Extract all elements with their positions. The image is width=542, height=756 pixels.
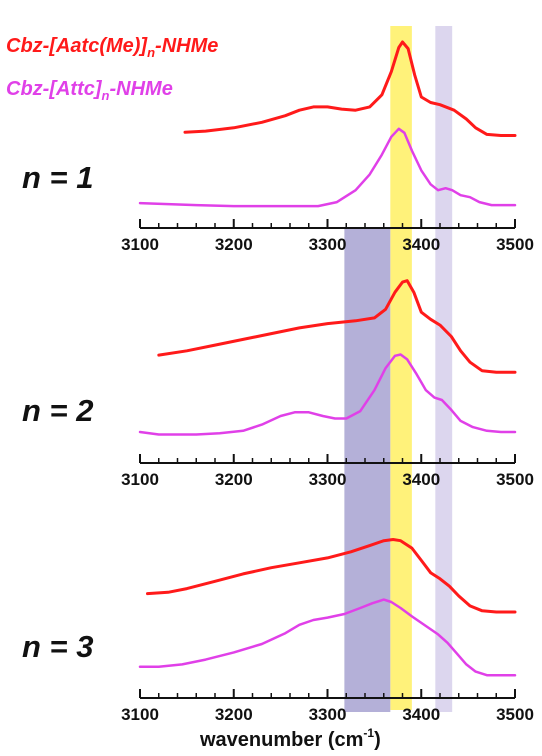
x-axis-title-pre: wavenumber (cm [200,729,364,751]
legend-series-1-sub: n [147,45,156,60]
panel-1: 3100 3200 3300 3400 3500 [121,40,534,254]
spectra-panels: 3100 3200 3300 3400 3500 3100 3200 3300 3400 3500… [121,40,534,724]
panel-1-tick-label-3200: 3200 [215,235,253,254]
band-light [435,26,453,712]
panel-2-tick-label-3400: 3400 [402,470,440,489]
panel-3-tick-label-3500: 3500 [496,705,534,724]
x-axis-title-sup: -1 [363,726,375,740]
panel-3-series-2-line [138,598,517,677]
panel-2-series-1-line [157,279,517,374]
panel-1-tick-label-3500: 3500 [496,235,534,254]
panel-2: 3100 3200 3300 3400 3500 [121,279,534,489]
panel-3-tick-label-3100: 3100 [121,705,159,724]
panel-1-tick-label-3300: 3300 [309,235,347,254]
panel-2-tick-label-3500: 3500 [496,470,534,489]
band-dark [344,228,391,712]
panel-1-tick-label-3400: 3400 [402,235,440,254]
panel-3-tick-label-3200: 3200 [215,705,253,724]
panel-2-series-2-line [138,353,517,436]
panel-1-tick-label-3100: 3100 [121,235,159,254]
panel-2-tick-label-3300: 3300 [309,470,347,489]
panel-1-series-2-line [138,127,517,208]
panel-3-label: n = 3 [22,629,94,664]
panel-1-series-1-line [183,40,517,137]
legend-series-2-post: -NHMe [109,78,173,100]
x-axis-title: wavenumber (cm-1) [200,726,381,752]
x-axis-title-post: ) [374,729,381,751]
panel-3: 3100 3200 3300 3400 3500 [121,538,534,724]
panel-3-tick-label-3300: 3300 [309,705,347,724]
panel-1-label: n = 1 [22,160,94,195]
panel-2-label: n = 2 [22,393,94,428]
legend-series-1-post: -NHMe [155,35,219,57]
panel-3-series-1-line [146,538,517,614]
legend-series-1: Cbz-[Aatc(Me)]n-NHMe [6,35,218,60]
panel-3-tick-label-3400: 3400 [402,705,440,724]
legend-series-2-sub: n [101,88,110,103]
legend-series-2-pre: Cbz-[Attc] [6,78,102,100]
panel-2-tick-label-3200: 3200 [215,470,253,489]
panel-2-tick-label-3100: 3100 [121,470,159,489]
legend-series-1-pre: Cbz-[Aatc(Me)] [6,35,148,57]
legend-series-2: Cbz-[Attc]n-NHMe [6,78,173,103]
